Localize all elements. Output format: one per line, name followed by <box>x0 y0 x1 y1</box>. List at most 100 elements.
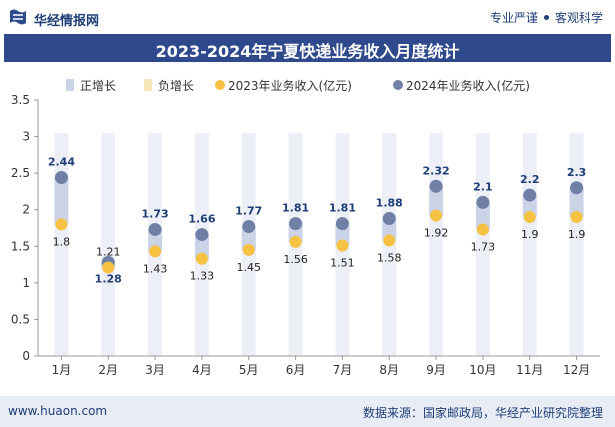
x-tick-label: 4月 <box>192 363 212 377</box>
x-tick-label: 7月 <box>333 363 353 377</box>
legend-swatch-negative <box>144 79 152 91</box>
y-tick-label: 2 <box>22 203 30 217</box>
legend-label-positive: 正增长 <box>80 79 116 93</box>
positive-change-bar <box>335 223 350 246</box>
label-2024: 2.1 <box>473 180 493 193</box>
chart-area: 正增长 负增长 2023年业务收入(亿元) 2024年业务收入(亿元) 0 0.5… <box>11 78 600 377</box>
chart-title: 2023-2024年宁夏快递业务收入月度统计 <box>155 42 460 61</box>
point-2023 <box>476 223 489 236</box>
x-tick-label: 5月 <box>239 363 259 377</box>
label-2023: 1.51 <box>330 257 355 270</box>
label-2023: 1.56 <box>283 253 308 266</box>
point-2023 <box>55 218 68 231</box>
legend-label-2024: 2024年业务收入(亿元) <box>406 78 530 93</box>
label-2023: 1.9 <box>521 228 539 241</box>
point-2023 <box>430 209 443 222</box>
x-tick-label: 8月 <box>379 363 399 377</box>
label-2024: 1.81 <box>329 202 356 215</box>
point-2023 <box>149 245 162 258</box>
x-tick-label: 10月 <box>469 363 496 377</box>
x-tick-label: 2月 <box>98 363 118 377</box>
label-2024: 1.66 <box>188 213 215 226</box>
label-2024: 1.81 <box>282 202 309 215</box>
y-tick-label: 3.5 <box>11 93 30 107</box>
point-2023 <box>570 211 583 224</box>
point-2024 <box>570 181 584 195</box>
column-track <box>522 132 537 356</box>
logo-icon <box>8 7 28 31</box>
point-2024 <box>523 188 537 202</box>
column-tracks <box>54 132 584 356</box>
label-2023: 1.9 <box>568 228 586 241</box>
label-2023: 1.33 <box>190 270 215 283</box>
point-2024 <box>382 211 396 225</box>
brand: 华经情报网 <box>8 7 99 31</box>
point-2024 <box>335 217 349 231</box>
x-tick-label: 12月 <box>563 363 590 377</box>
x-axis: 1月 2月 3月 4月 5月 6月 7月 8月 9月 10月 11月 12月 <box>38 355 600 377</box>
dot-icon <box>543 15 549 20</box>
positive-change-bar <box>241 226 256 250</box>
point-2024 <box>476 195 490 209</box>
footer-source: 数据来源：国家邮政局，华经产业研究院整理 <box>362 406 603 420</box>
label-2024: 2.2 <box>520 173 540 186</box>
legend-marker-2023 <box>215 80 225 90</box>
slogan-left: 专业严谨 <box>489 11 538 25</box>
point-2024 <box>242 220 256 234</box>
point-2024 <box>195 228 209 242</box>
positive-change-bar <box>54 177 69 225</box>
legend: 正增长 负增长 2023年业务收入(亿元) 2024年业务收入(亿元) <box>66 78 530 93</box>
label-2024: 1.88 <box>376 196 403 209</box>
x-tick-label: 1月 <box>52 363 72 377</box>
label-2023: 1.92 <box>424 227 449 240</box>
label-2023: 1.73 <box>471 240 496 253</box>
footer-website: www.huaon.com <box>8 404 108 418</box>
slogan-right: 客观科学 <box>554 11 603 25</box>
brand-name: 华经情报网 <box>34 13 100 29</box>
positive-change-bar <box>569 187 584 218</box>
y-tick-label: 0.5 <box>11 312 30 326</box>
title-bar: 2023-2024年宁夏快递业务收入月度统计 <box>4 34 611 62</box>
point-2024 <box>289 217 303 231</box>
x-tick-label: 3月 <box>145 363 165 377</box>
legend-marker-2024 <box>393 80 403 90</box>
legend-label-2023: 2023年业务收入(亿元) <box>228 78 352 93</box>
y-tick-label: 0 <box>22 349 30 363</box>
label-2023: 1.43 <box>143 262 168 275</box>
label-2024: 1.73 <box>142 207 169 220</box>
x-tick-label: 9月 <box>426 363 446 377</box>
data-labels: 2.44 1.8 1.28 1.21 1.73 1.43 1.66 1.33 1.77 1.45 1… <box>48 156 586 286</box>
positive-change-bar <box>475 202 490 230</box>
point-2023 <box>289 235 302 248</box>
label-2023: 1.45 <box>237 261 262 274</box>
slogan: 专业严谨 客观科学 <box>490 9 603 26</box>
point-2023 <box>383 234 396 247</box>
positive-change-bar <box>429 186 444 216</box>
column-track <box>475 132 490 356</box>
legend-swatch-positive <box>66 79 74 91</box>
point-2023 <box>242 243 255 256</box>
change-bars <box>54 177 584 268</box>
positive-change-bar <box>522 195 537 218</box>
y-tick-label: 2.5 <box>11 166 30 180</box>
top-bar: 华经情报网 专业严谨 客观科学 <box>0 0 615 34</box>
point-2023 <box>336 239 349 252</box>
label-2023: 1.21 <box>96 245 121 258</box>
x-tick-label: 11月 <box>516 363 543 377</box>
label-2024: 2.44 <box>48 156 75 169</box>
y-tick-label: 1 <box>22 276 30 290</box>
column-track <box>101 132 116 356</box>
footer: www.huaon.com 数据来源：国家邮政局，华经产业研究院整理 <box>0 396 615 427</box>
label-2024: 1.77 <box>235 205 262 218</box>
positive-change-bar <box>194 234 209 259</box>
x-tick-label: 6月 <box>286 363 306 377</box>
legend-label-negative: 负增长 <box>158 79 194 93</box>
label-2024: 1.28 <box>95 272 122 285</box>
label-2024: 2.32 <box>423 164 450 177</box>
label-2023: 1.58 <box>377 251 402 264</box>
point-2023 <box>523 211 536 224</box>
y-tick-label: 3 <box>22 130 30 144</box>
label-2024: 2.3 <box>567 166 587 179</box>
y-tick-label: 1.5 <box>11 239 30 253</box>
